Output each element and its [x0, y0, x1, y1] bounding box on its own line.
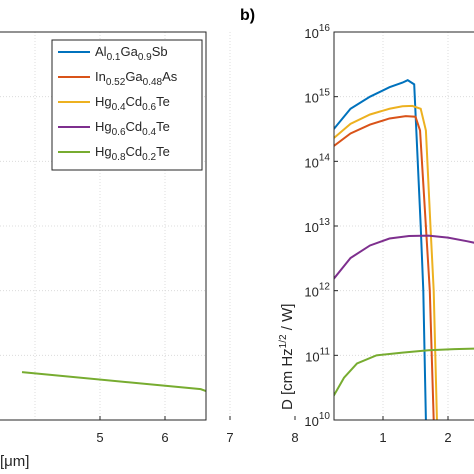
- y-tick-label-b: 1014: [304, 152, 330, 170]
- axes-box-a: [0, 31, 207, 421]
- x-axis-label-a: [μm]: [0, 453, 29, 470]
- y-axis-label-main: D [cm Hz: [279, 348, 296, 410]
- series-group-a: [21, 371, 206, 393]
- series-line-a: [21, 371, 206, 393]
- legend-entry: Hg0.8Cd0.2Te: [95, 144, 170, 163]
- y-tick-label-b: 1010: [304, 411, 330, 429]
- series-line-b: [334, 347, 474, 398]
- x-tick-label-a: 7: [226, 430, 233, 445]
- x-ticks-a: 5 6 7 8: [96, 416, 299, 445]
- series-line-b: [334, 104, 438, 420]
- panel-label-b: b): [240, 7, 255, 24]
- y-tick-label-b: 1015: [304, 88, 330, 106]
- grid-b: [334, 32, 474, 420]
- x-tick-label-a: 5: [96, 430, 103, 445]
- y-axis-label-b: D [cm Hz1/2 / W]: [278, 304, 296, 410]
- x-tick-label-a: 8: [291, 430, 298, 445]
- legend: Al0.1Ga0.9Sb In0.52Ga0.48As Hg0.4Cd0.6Te Hg…: [51, 39, 203, 171]
- series-line-b: [334, 79, 427, 420]
- y-tick-label-b: 1012: [304, 282, 330, 300]
- series-line-b: [334, 115, 435, 420]
- legend-box: [51, 39, 203, 171]
- series-group-b: [334, 79, 474, 420]
- legend-entry: In0.52Ga0.48As: [95, 69, 178, 88]
- y-ticks-b: 1016 1015 1014 1013 1012 1011 1010: [304, 23, 338, 429]
- y-axis-label-sup: 1/2: [278, 334, 289, 348]
- x-tick-label-b: 2: [444, 430, 451, 445]
- legend-entry: Al0.1Ga0.9Sb: [95, 44, 168, 63]
- series-line-b: [334, 234, 474, 281]
- x-tick-label-a: 6: [161, 430, 168, 445]
- legend-entry: Hg0.4Cd0.6Te: [95, 94, 170, 113]
- legend-entry: Hg0.6Cd0.4Te: [95, 119, 170, 138]
- y-axis-label-tail: / W]: [279, 304, 296, 335]
- x-tick-label-b: 1: [379, 430, 386, 445]
- y-tick-label-b: 1016: [304, 23, 330, 41]
- y-tick-label-b: 1013: [304, 217, 330, 235]
- y-tick-label-b: 1011: [305, 346, 330, 364]
- panel-a: 5 6 7 8 [μm] Al0.1Ga0.9Sb In0.52Ga0.48As Hg0.…: [0, 31, 299, 470]
